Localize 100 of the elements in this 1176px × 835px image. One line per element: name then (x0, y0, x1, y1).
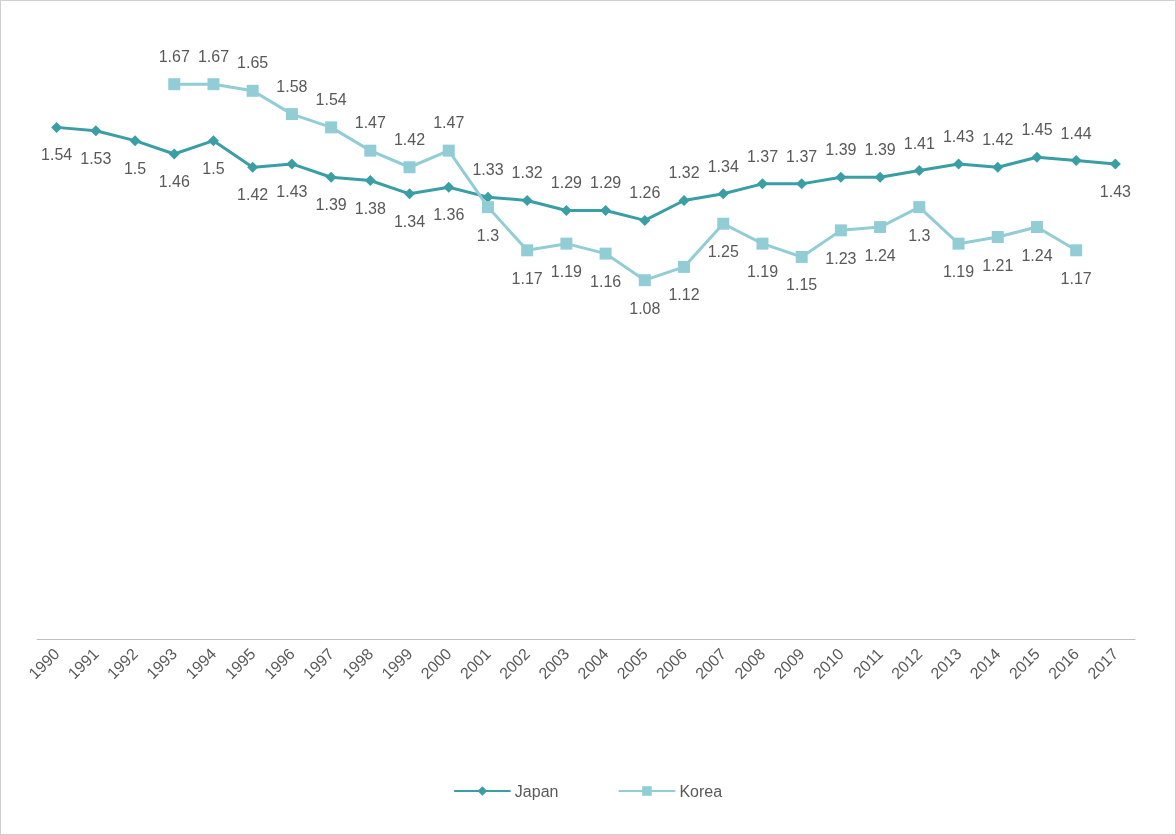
point (638, 274, 651, 287)
data-label: 1.19 (746, 263, 779, 281)
data-label: 1.12 (668, 286, 700, 304)
data-label: 1.47 (433, 114, 465, 132)
data-label: 1.34 (393, 212, 426, 230)
data-label: 1.17 (1060, 269, 1092, 287)
point (482, 191, 494, 203)
point (560, 237, 573, 250)
point (443, 181, 455, 193)
data-label: 1.47 (354, 114, 386, 132)
point (1070, 244, 1083, 257)
point (991, 231, 1004, 244)
data-label: 1.43 (276, 182, 308, 200)
point (1030, 221, 1043, 234)
point (599, 247, 612, 260)
point (756, 178, 768, 190)
data-label: 1.08 (629, 299, 661, 317)
point (168, 148, 180, 160)
data-label: 1.15 (786, 276, 818, 294)
data-label: 1.17 (511, 269, 543, 287)
data-label: 1.53 (80, 149, 112, 167)
point (1031, 151, 1043, 163)
data-label: 1.34 (707, 157, 739, 175)
point (404, 188, 416, 200)
point (129, 135, 141, 147)
data-label: 1.26 (629, 184, 661, 202)
data-label: 1.42 (237, 186, 269, 204)
point (560, 204, 572, 216)
point (521, 194, 533, 206)
point (207, 135, 219, 147)
data-label: 1.54 (41, 146, 73, 164)
point (325, 121, 338, 134)
data-label: 1.36 (433, 206, 465, 224)
point (364, 144, 377, 157)
data-label: 1.3 (908, 226, 931, 244)
point (325, 171, 337, 183)
data-label: 1.43 (1099, 182, 1132, 200)
data-label: 1.37 (786, 147, 818, 165)
data-label: 1.65 (237, 54, 269, 72)
data-label: 1.5 (123, 159, 147, 177)
legend-label: Korea (679, 782, 723, 800)
point (913, 201, 926, 214)
point (600, 204, 612, 216)
data-label: 1.67 (197, 47, 230, 65)
data-label: 1.16 (590, 273, 622, 291)
data-label: 1.29 (590, 174, 622, 192)
data-label: 1.37 (746, 147, 779, 165)
data-label: 1.24 (1021, 246, 1053, 264)
point (51, 121, 63, 133)
data-label: 1.29 (550, 174, 583, 192)
point (835, 171, 847, 183)
data-label: 1.58 (276, 77, 308, 95)
data-label: 1.46 (158, 172, 190, 190)
data-label: 1.42 (982, 131, 1014, 149)
data-label: 1.42 (393, 130, 426, 148)
data-label: 1.32 (668, 164, 700, 182)
data-label: 1.39 (315, 196, 347, 214)
point (992, 161, 1004, 173)
point (246, 84, 259, 97)
point (403, 161, 416, 174)
data-label: 1.41 (903, 134, 935, 152)
point (639, 214, 651, 226)
point (168, 78, 181, 91)
data-label: 1.19 (942, 263, 975, 281)
data-label: 1.21 (982, 256, 1014, 274)
data-label: 1.39 (864, 141, 896, 159)
data-label: 1.3 (476, 226, 500, 244)
data-label: 1.45 (1021, 121, 1053, 139)
point (481, 201, 494, 214)
data-label: 1.38 (354, 199, 386, 217)
point (1070, 155, 1082, 167)
data-label: 1.5 (202, 159, 225, 177)
point (364, 175, 376, 187)
point (795, 250, 808, 263)
point (285, 108, 298, 121)
data-label: 1.32 (511, 164, 543, 182)
point (717, 188, 729, 200)
point (796, 178, 808, 190)
data-label: 1.54 (315, 90, 347, 108)
data-label: 1.23 (825, 249, 857, 267)
data-label: 1.24 (864, 246, 896, 264)
data-label: 1.43 (942, 127, 975, 145)
point (834, 224, 847, 237)
point (874, 221, 887, 234)
data-label: 1.25 (707, 243, 739, 261)
data-label: 1.67 (158, 47, 190, 65)
point (90, 125, 102, 137)
point (247, 161, 259, 173)
point (442, 144, 455, 157)
point (952, 237, 965, 250)
point (874, 171, 886, 183)
data-label: 1.19 (550, 263, 583, 281)
data-label: 1.39 (825, 141, 857, 159)
point (521, 244, 534, 257)
point (678, 260, 691, 273)
point (286, 158, 298, 170)
point (913, 165, 925, 177)
data-label: 1.44 (1060, 124, 1092, 142)
data-label: 1.33 (472, 161, 504, 179)
point (678, 194, 690, 206)
